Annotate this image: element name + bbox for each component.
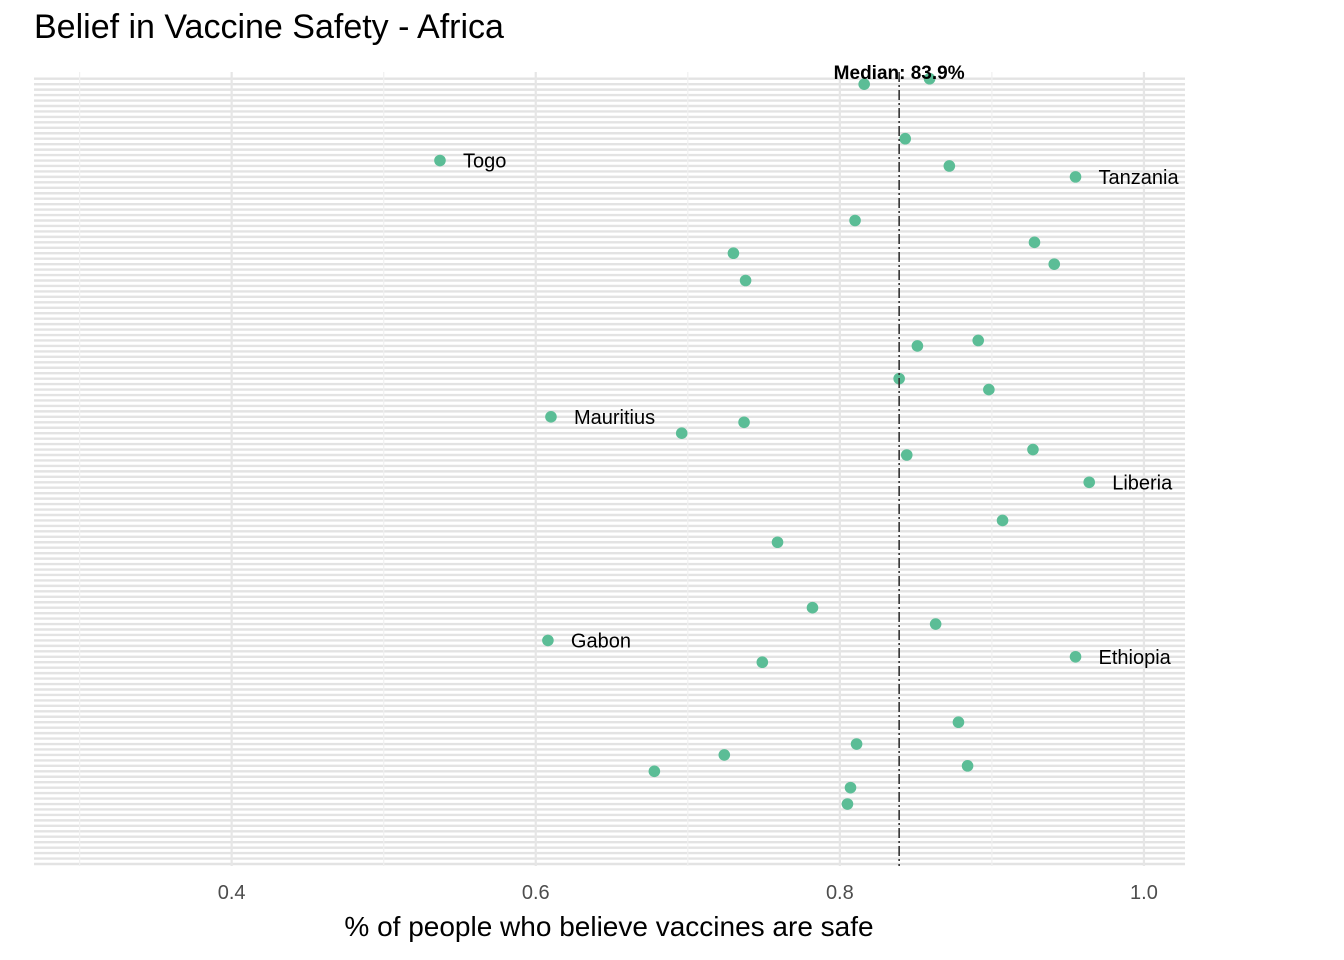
point-label: Mauritius — [574, 407, 655, 429]
median-label: Median: 83.9% — [834, 63, 965, 84]
data-point — [648, 765, 661, 778]
data-point — [972, 334, 985, 347]
data-point — [771, 536, 784, 549]
data-point — [899, 132, 912, 145]
data-point — [961, 760, 974, 772]
data-point — [542, 634, 554, 647]
data-points: Togo Tanzania Mauritius Liberia Gabon Ethiopi… — [434, 63, 1179, 866]
x-tick-label: 0.6 — [522, 882, 550, 904]
x-axis-label: % of people who believe vaccines are saf… — [344, 911, 873, 942]
data-point — [850, 738, 863, 750]
data-point — [806, 601, 819, 614]
data-point — [1028, 236, 1041, 249]
data-point — [1048, 258, 1061, 270]
point-label: Gabon — [571, 630, 631, 652]
data-point — [1069, 650, 1082, 663]
data-point — [739, 274, 752, 287]
point-label: Togo — [463, 151, 506, 173]
data-point — [756, 656, 769, 669]
data-point — [545, 411, 557, 423]
point-label: Liberia — [1112, 472, 1173, 494]
point-label: Ethiopia — [1099, 647, 1172, 669]
data-point — [738, 416, 750, 429]
x-tick-label: 0.4 — [218, 882, 246, 904]
data-point — [996, 514, 1009, 527]
x-axis-ticks: 0.4 0.6 0.8 1.0 — [218, 882, 1158, 904]
data-point — [1027, 443, 1039, 456]
point-label: Tanzania — [1099, 167, 1180, 189]
data-point — [858, 78, 870, 90]
data-point — [841, 798, 854, 810]
data-point — [900, 449, 913, 461]
chart-title: Belief in Vaccine Safety - Africa — [34, 8, 504, 46]
data-point — [952, 716, 965, 729]
data-point — [434, 154, 446, 167]
data-point — [849, 214, 861, 227]
data-point — [1083, 476, 1096, 489]
x-tick-label: 1.0 — [1130, 882, 1158, 904]
data-point — [911, 340, 924, 352]
plot-panel — [34, 72, 1185, 866]
x-tick-label: 0.8 — [826, 882, 854, 904]
data-point — [1069, 171, 1082, 183]
data-point — [718, 749, 731, 761]
data-point — [943, 160, 956, 172]
data-point — [675, 427, 688, 439]
data-point — [727, 247, 740, 260]
data-point — [923, 72, 936, 85]
data-point — [983, 383, 995, 396]
data-point — [929, 618, 942, 630]
data-point — [844, 781, 857, 794]
